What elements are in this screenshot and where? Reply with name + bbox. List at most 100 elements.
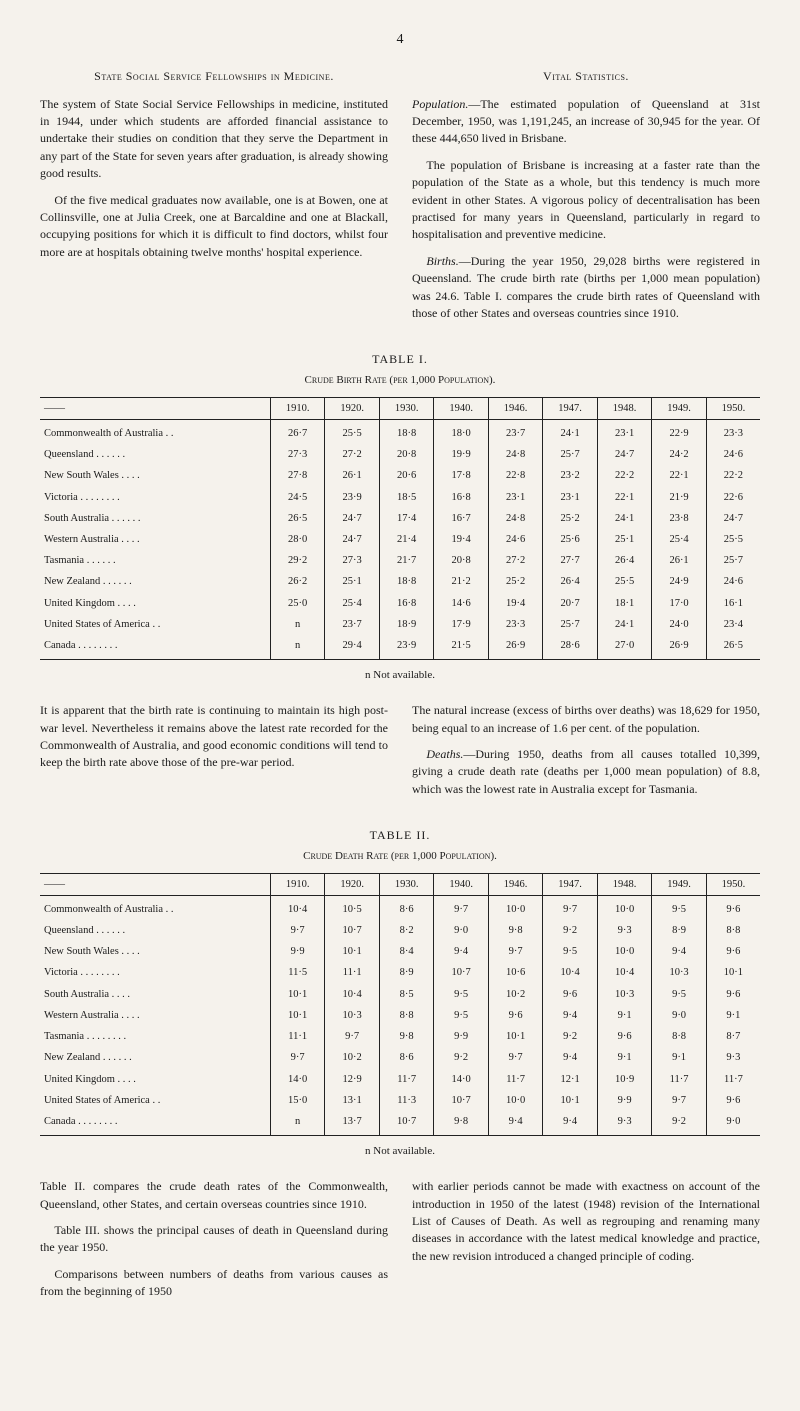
table1-row-label: Commonwealth of Australia . .	[40, 419, 270, 444]
table1-row: New Zealand . . . . . .26·225·118·821·22…	[40, 571, 760, 592]
table1-cell: 18·0	[434, 419, 488, 444]
table2-year-7: 1949.	[652, 873, 706, 895]
table2-row: Canada . . . . . . . .n13·710·79·89·49·4…	[40, 1111, 760, 1136]
table1-cell: 28·6	[543, 635, 597, 660]
table2-header-row: —— 1910. 1920. 1930. 1940. 1946. 1947. 1…	[40, 873, 760, 895]
table2-year-1: 1920.	[325, 873, 379, 895]
right-column: Vital Statistics. Population.—The estima…	[412, 68, 760, 331]
table1-cell: 27·3	[270, 444, 324, 465]
table2-cell: 8·4	[379, 941, 433, 962]
left-heading: State Social Service Fellowships in Medi…	[40, 68, 388, 85]
table2-cell: 11·1	[325, 962, 379, 983]
table2-cell: 11·1	[270, 1026, 324, 1047]
mid-right-p2-text: —During 1950, deaths from all causes tot…	[412, 747, 760, 796]
table2-cell: 11·7	[706, 1069, 760, 1090]
table2-cell: 9·5	[652, 895, 706, 920]
table2-cell: 10·0	[597, 941, 651, 962]
table2-cell: 10·7	[325, 920, 379, 941]
table2-row-label: United States of America . .	[40, 1090, 270, 1111]
table2-cell: 10·2	[325, 1047, 379, 1068]
table2-cell: 9·7	[652, 1090, 706, 1111]
table2-row: New Zealand . . . . . .9·710·28·69·29·79…	[40, 1047, 760, 1068]
deaths-label: Deaths.	[426, 747, 463, 761]
table2-row-label: South Australia . . . .	[40, 984, 270, 1005]
table2-year-0: 1910.	[270, 873, 324, 895]
table1-cell: 27·2	[488, 550, 542, 571]
table2-cell: 10·4	[597, 962, 651, 983]
table2-cell: 10·6	[488, 962, 542, 983]
table1-caption: TABLE I.	[40, 351, 760, 368]
right-p2: The population of Brisbane is increasing…	[412, 157, 760, 244]
table1-cell: 16·8	[434, 487, 488, 508]
table2-row: United Kingdom . . . .14·012·911·714·011…	[40, 1069, 760, 1090]
table1-cell: 26·5	[270, 508, 324, 529]
table2-cell: 9·7	[270, 920, 324, 941]
table2-cell: 10·5	[325, 895, 379, 920]
table1-row: Queensland . . . . . .27·327·220·819·924…	[40, 444, 760, 465]
table1-cell: 17·4	[379, 508, 433, 529]
table1-cell: 24·7	[597, 444, 651, 465]
bottom-left-p2: Table III. shows the principal causes of…	[40, 1222, 388, 1257]
table1-row: New South Wales . . . .27·826·120·617·82…	[40, 465, 760, 486]
table1-row-label: South Australia . . . . . .	[40, 508, 270, 529]
table1-row-label: Canada . . . . . . . .	[40, 635, 270, 660]
table2-cell: 9·6	[706, 984, 760, 1005]
table2-cell: 9·7	[543, 895, 597, 920]
table1-cell: 25·7	[706, 550, 760, 571]
table2-row: Commonwealth of Australia . .10·410·58·6…	[40, 895, 760, 920]
table2-cell: n	[270, 1111, 324, 1136]
table2-cell: 10·1	[706, 962, 760, 983]
table2-cell: 12·1	[543, 1069, 597, 1090]
table2-cell: 11·5	[270, 962, 324, 983]
table2-cell: 10·1	[270, 984, 324, 1005]
table2-cell: 9·1	[652, 1047, 706, 1068]
table2-row-label: Victoria . . . . . . . .	[40, 962, 270, 983]
table2-cell: 9·7	[325, 1026, 379, 1047]
table2-cell: 8·6	[379, 895, 433, 920]
mid-right-p2: Deaths.—During 1950, deaths from all cau…	[412, 746, 760, 798]
table1-cell: 24·6	[706, 571, 760, 592]
table2-cell: 14·0	[434, 1069, 488, 1090]
table2-cell: 8·9	[379, 962, 433, 983]
table2-cell: 9·5	[434, 984, 488, 1005]
mid-right-p1: The natural increase (excess of births o…	[412, 702, 760, 737]
table1-cell: 21·4	[379, 529, 433, 550]
table1-cell: 24·1	[543, 419, 597, 444]
table2-cell: 9·1	[597, 1047, 651, 1068]
table1-row-label: Victoria . . . . . . . .	[40, 487, 270, 508]
table1-row-label: United Kingdom . . . .	[40, 593, 270, 614]
table2-cell: 10·3	[597, 984, 651, 1005]
table1-cell: 24·2	[652, 444, 706, 465]
table2-cell: 9·7	[488, 941, 542, 962]
page-number: 4	[40, 30, 760, 50]
table1-cell: 14·6	[434, 593, 488, 614]
table2-row-label: Western Australia . . . .	[40, 1005, 270, 1026]
table1-cell: 23·1	[543, 487, 597, 508]
table1-cell: 18·5	[379, 487, 433, 508]
table1-cell: 25·4	[652, 529, 706, 550]
table1-cell: 27·8	[270, 465, 324, 486]
bottom-right-p1: with earlier periods cannot be made with…	[412, 1178, 760, 1265]
table2-cell: 9·4	[652, 941, 706, 962]
table2-row: South Australia . . . .10·110·48·59·510·…	[40, 984, 760, 1005]
table1-cell: 20·6	[379, 465, 433, 486]
table2-row-label: Queensland . . . . . .	[40, 920, 270, 941]
population-label: Population.	[412, 97, 468, 111]
table2-subcaption: Crude Death Rate (per 1,000 Population).	[40, 849, 760, 865]
table1-cell: 26·1	[652, 550, 706, 571]
table1-cell: 29·4	[325, 635, 379, 660]
table2-cell: 9·2	[434, 1047, 488, 1068]
table1-row: Western Australia . . . .28·024·721·419·…	[40, 529, 760, 550]
right-p1: Population.—The estimated population of …	[412, 96, 760, 148]
table1-header-row: —— 1910. 1920. 1930. 1940. 1946. 1947. 1…	[40, 397, 760, 419]
table1-cell: 24·7	[706, 508, 760, 529]
table1-cell: 22·9	[652, 419, 706, 444]
table1-cell: 25·1	[325, 571, 379, 592]
table1-cell: 23·7	[325, 614, 379, 635]
table1-cell: 21·9	[652, 487, 706, 508]
table1-cell: 26·9	[488, 635, 542, 660]
bottom-columns: Table II. compares the crude death rates…	[40, 1178, 760, 1309]
right-p3-text: —During the year 1950, 29,028 births wer…	[412, 254, 760, 320]
table2-cell: 9·8	[434, 1111, 488, 1136]
table1-note: n Not available.	[40, 668, 760, 684]
